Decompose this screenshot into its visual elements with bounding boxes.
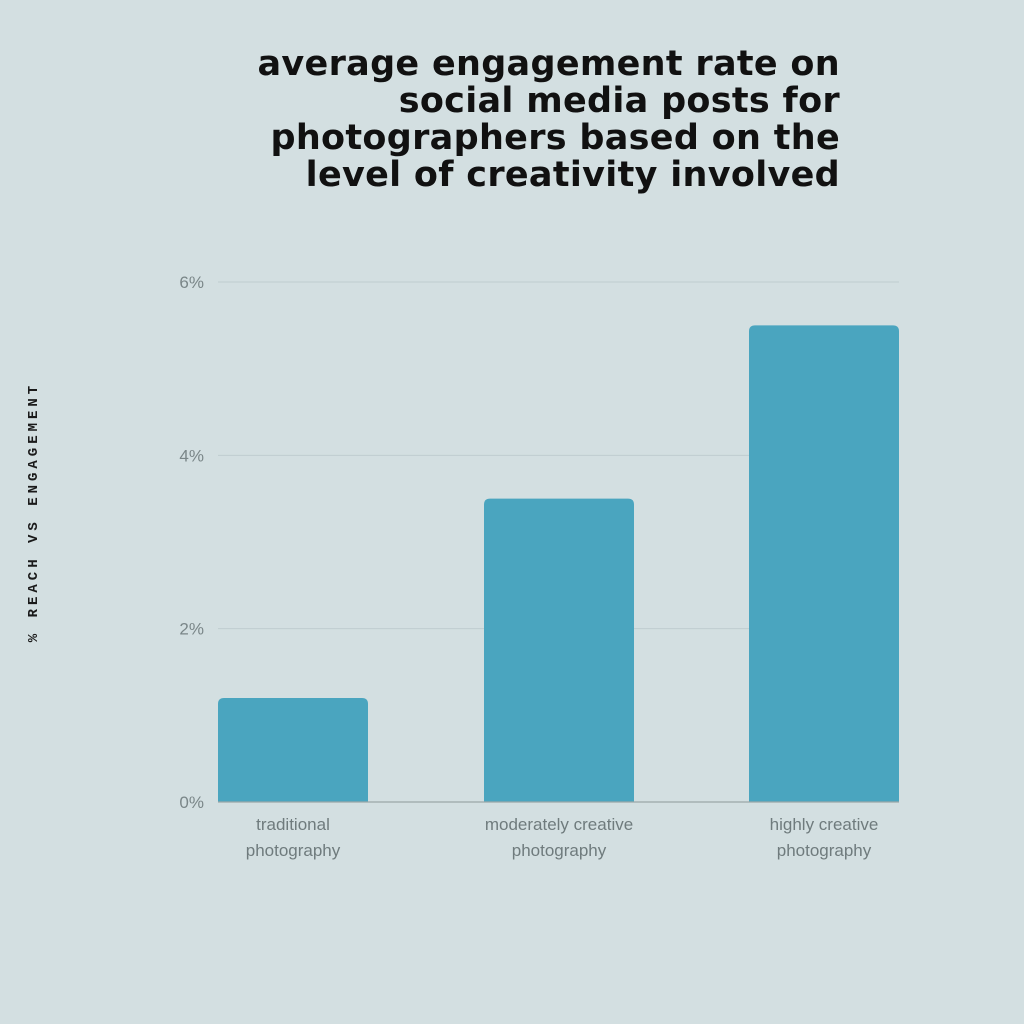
- bar: [484, 498, 634, 802]
- y-tick-label: 4%: [179, 446, 204, 465]
- chart-title: average engagement rate on social media …: [180, 46, 840, 194]
- x-tick-label: moderately creative: [485, 815, 633, 834]
- x-tick-label: photography: [777, 841, 872, 860]
- y-tick-label: 2%: [179, 620, 204, 639]
- bar: [749, 325, 899, 802]
- chart-title-line: social media posts for: [398, 81, 840, 121]
- y-tick-label: 0%: [179, 793, 204, 812]
- chart-title-line: level of creativity involved: [305, 155, 840, 195]
- chart-title-line: photographers based on the: [270, 118, 840, 158]
- x-tick-label: traditional: [256, 815, 330, 834]
- chart-title-line: average engagement rate on: [257, 44, 840, 84]
- x-tick-label: highly creative: [770, 815, 879, 834]
- x-tick-label: photography: [246, 841, 341, 860]
- x-tick-label: photography: [512, 841, 607, 860]
- y-tick-label: 6%: [179, 273, 204, 292]
- bar: [218, 698, 368, 802]
